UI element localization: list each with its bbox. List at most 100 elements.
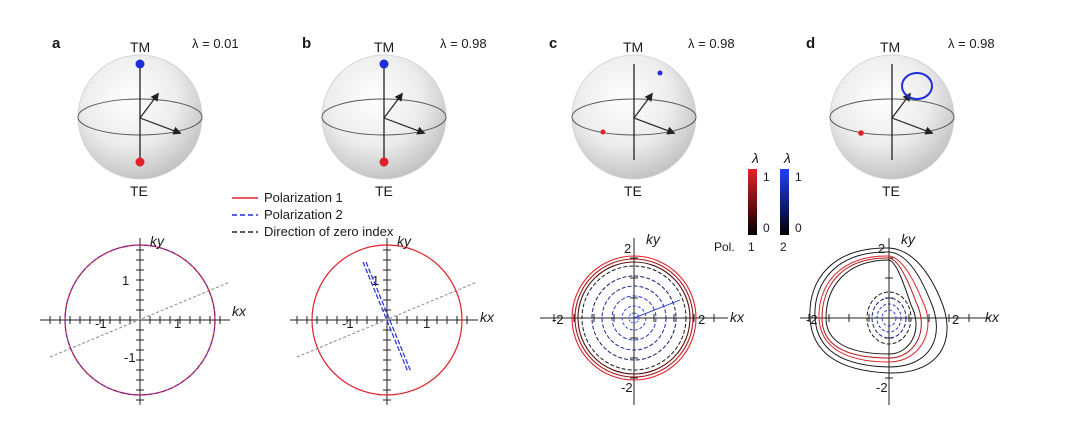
dispersion-plot: -2 2 2 -2 kx ky xyxy=(540,231,745,405)
polarization-1-curve xyxy=(571,255,697,381)
dispersion-plot: -2 2 2 -2 kx ky xyxy=(800,231,1000,405)
tm-label: TM xyxy=(880,39,900,55)
vector-arrow xyxy=(383,92,404,119)
dispersion-plot: -1 1 1 kx ky xyxy=(290,233,495,405)
panel-letter: b xyxy=(302,35,311,52)
polarization-2-curve xyxy=(876,303,902,333)
red-point xyxy=(379,157,389,167)
red-point xyxy=(858,130,864,136)
zero-index-direction xyxy=(633,299,681,319)
x-axis-label: kx xyxy=(480,309,495,325)
axis-ticks xyxy=(553,257,715,379)
x-axis-label: kx xyxy=(985,309,1000,325)
polarization-2-curve xyxy=(64,244,216,396)
tick-label: 2 xyxy=(878,241,885,256)
tick-label: -1 xyxy=(124,350,136,365)
tick-label: 1 xyxy=(372,273,379,288)
colorbars: λ 1 0 λ 1 0 Pol. 1 2 xyxy=(714,150,802,254)
tick-label: -1 xyxy=(95,316,107,331)
te-label: TE xyxy=(130,183,148,199)
te-label: TE xyxy=(882,183,900,199)
polarization-2-curve xyxy=(881,309,897,327)
tick-label: 1 xyxy=(122,273,129,288)
y-axis-label: ky xyxy=(397,233,412,249)
y-axis-label: ky xyxy=(901,231,916,247)
tick-label: -2 xyxy=(621,380,633,395)
tick-label: -2 xyxy=(806,312,818,327)
colorbar-title: λ xyxy=(751,150,759,166)
te-label: TE xyxy=(375,183,393,199)
polarization-2-curve xyxy=(611,295,657,341)
blue-loop xyxy=(901,72,933,100)
y-axis-label: ky xyxy=(646,231,661,247)
tm-label: TM xyxy=(374,39,394,55)
poincare-sphere xyxy=(321,54,447,180)
polarization-1-curve xyxy=(574,258,694,378)
zero-index-direction xyxy=(296,281,478,358)
tick-label: 1 xyxy=(174,316,181,331)
colorbar-blue xyxy=(780,169,789,235)
tick-label: -1 xyxy=(342,316,354,331)
colorbar-red xyxy=(748,169,757,235)
polarization-2-curve xyxy=(621,305,647,331)
tm-label: TM xyxy=(130,39,150,55)
pol-value: 2 xyxy=(780,240,787,254)
pol-label: Pol. xyxy=(714,240,735,254)
x-axis-label: kx xyxy=(730,309,745,325)
tick-label: 1 xyxy=(423,316,430,331)
lambda-label: λ = 0.98 xyxy=(440,36,487,51)
colorbar-min: 0 xyxy=(763,221,770,235)
red-point xyxy=(600,129,606,135)
panel-c: c TM λ = 0.98 TE xyxy=(540,35,745,405)
poincare-sphere xyxy=(77,54,203,180)
x-axis-label: kx xyxy=(232,303,247,319)
colorbar-max: 1 xyxy=(795,170,802,184)
poincare-sphere xyxy=(829,54,955,180)
tick-label: 2 xyxy=(624,241,631,256)
dispersion-plot: -1 1 1 -1 kx ky xyxy=(40,233,247,405)
legend-label: Polarization 1 xyxy=(264,190,343,205)
lambda-label: λ = 0.98 xyxy=(688,36,735,51)
red-point xyxy=(135,157,145,167)
legend-label: Direction of zero index xyxy=(264,224,394,239)
polarization-1-curve xyxy=(821,257,922,359)
polarization-1-curve xyxy=(577,261,691,375)
tick-label: -2 xyxy=(876,380,888,395)
polarization-1-curve xyxy=(809,247,948,374)
polarization-1-curve xyxy=(818,255,929,363)
panel-b: b TM λ = 0.98 TE -1 xyxy=(290,35,495,405)
polarization-2-curve xyxy=(866,291,912,345)
colorbar-min: 0 xyxy=(795,221,802,235)
blue-point xyxy=(135,59,145,69)
polarization-2-curve xyxy=(591,275,677,361)
polarization-1-curve xyxy=(311,244,463,396)
lambda-label: λ = 0.98 xyxy=(948,36,995,51)
lambda-label: λ = 0.01 xyxy=(192,36,239,51)
vector-arrow xyxy=(891,92,912,119)
vector-arrow xyxy=(383,117,426,135)
panel-letter: c xyxy=(549,35,557,52)
polarization-2-curve xyxy=(362,261,409,373)
blue-point xyxy=(379,59,389,69)
vector-arrow xyxy=(139,117,182,135)
y-axis-label: ky xyxy=(150,233,165,249)
polarization-1-curve xyxy=(825,259,917,355)
legend: Polarization 1 Polarization 2 Direction … xyxy=(232,190,394,239)
polarization-2-curve xyxy=(628,312,640,324)
colorbar-title: λ xyxy=(783,150,791,166)
poincare-sphere xyxy=(571,54,697,180)
pol-value: 1 xyxy=(748,240,755,254)
tm-label: TM xyxy=(623,39,643,55)
vector-arrow xyxy=(891,117,934,135)
tick-label: -2 xyxy=(552,312,564,327)
vector-arrow xyxy=(633,92,654,119)
zero-index-direction xyxy=(49,281,231,358)
vector-arrow xyxy=(139,92,160,119)
polarization-2-curve xyxy=(581,265,687,371)
panel-letter: a xyxy=(52,35,61,52)
tick-label: 2 xyxy=(952,312,959,327)
blue-point xyxy=(657,70,663,76)
polarization-2-curve xyxy=(365,261,412,373)
axis-ticks xyxy=(49,249,221,401)
